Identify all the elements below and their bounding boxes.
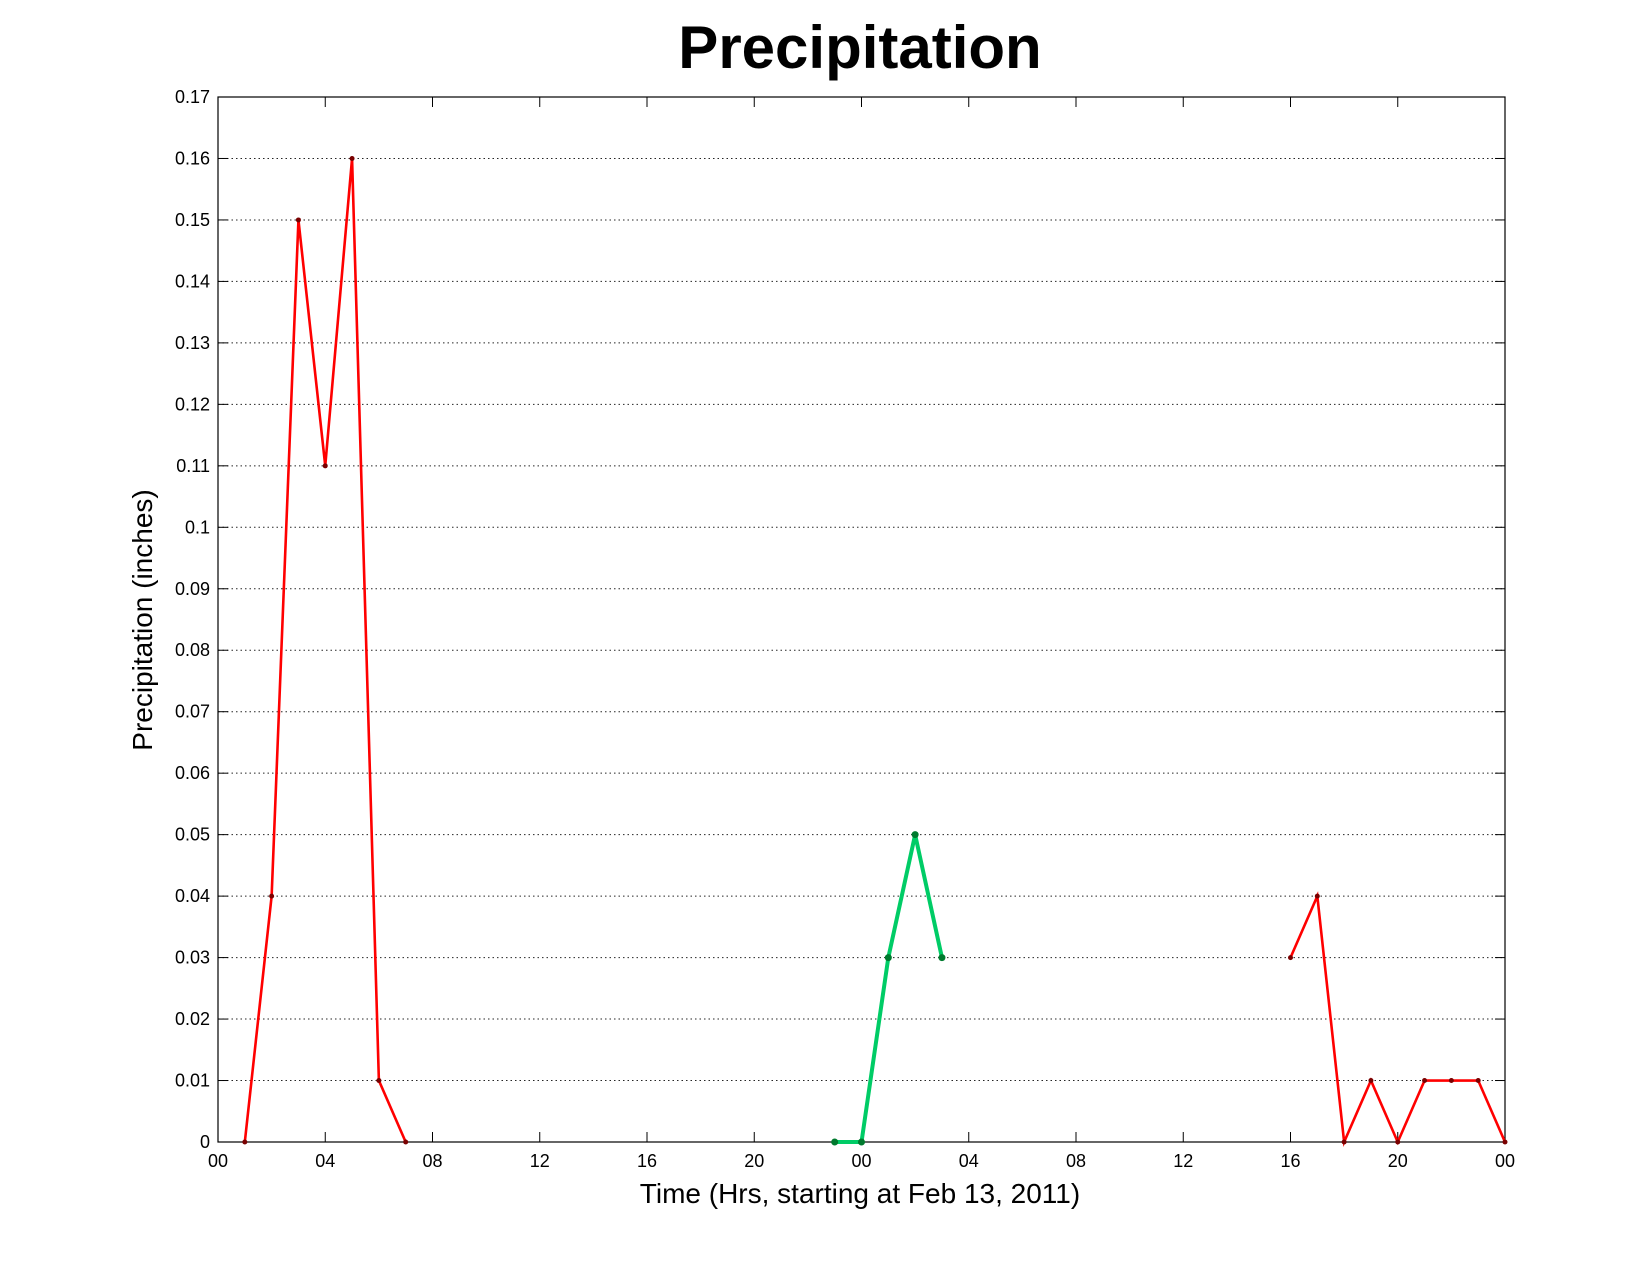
x-tick-label: 16 (637, 1151, 657, 1171)
y-tick-label: 0.08 (175, 640, 210, 660)
data-point (349, 155, 355, 161)
y-tick-label: 0.07 (175, 702, 210, 722)
x-tick-label: 20 (744, 1151, 764, 1171)
data-point (831, 1138, 839, 1146)
x-tick-label: 04 (959, 1151, 979, 1171)
grid-lines (218, 157, 1505, 1082)
data-point (1395, 1139, 1401, 1145)
data-point (242, 1139, 248, 1145)
y-tick-label: 0.12 (175, 394, 210, 414)
y-tick-label: 0.1 (185, 517, 210, 537)
plot-area (217, 96, 1506, 1143)
y-tick-label: 0.05 (175, 825, 210, 845)
data-point (938, 954, 946, 962)
data-point (1341, 1139, 1347, 1145)
axis-ticks: 0 0.01 0.02 0.03 0.04 0.05 0.06 0.07 0.08 0.09 0.1… (175, 87, 1515, 1171)
x-tick-label: 00 (208, 1151, 228, 1171)
data-point (1288, 955, 1293, 961)
y-tick-label: 0.16 (175, 148, 210, 168)
x-tick-label: 16 (1280, 1151, 1300, 1171)
data-point (269, 893, 275, 899)
x-tick-label: 20 (1388, 1151, 1408, 1171)
y-tick-label: 0 (200, 1132, 210, 1152)
series-line-2 (834, 834, 944, 1144)
y-tick-label: 0.06 (175, 763, 210, 783)
x-tick-label: 08 (422, 1151, 442, 1171)
data-point (295, 217, 301, 223)
data-point (322, 463, 328, 469)
y-tick-label: 0.13 (175, 333, 210, 353)
data-point (911, 831, 919, 839)
x-tick-label: 12 (1173, 1151, 1193, 1171)
x-tick-label: 04 (315, 1151, 335, 1171)
x-tick-label: 00 (1495, 1151, 1515, 1171)
y-tick-label: 0.04 (175, 886, 210, 906)
y-tick-label: 0.03 (175, 948, 210, 968)
y-tick-label: 0.17 (175, 87, 210, 107)
data-point (403, 1139, 409, 1145)
data-point (884, 954, 892, 962)
y-tick-label: 0.02 (175, 1009, 210, 1029)
y-axis-label: Precipitation (inches) (127, 489, 158, 750)
chart-title: Precipitation (678, 14, 1041, 81)
data-series (242, 155, 1508, 1147)
x-axis-label: Time (Hrs, starting at Feb 13, 2011) (640, 1178, 1080, 1209)
data-point (1502, 1139, 1508, 1145)
data-point (1448, 1078, 1454, 1084)
data-point (1475, 1078, 1481, 1084)
data-point (858, 1138, 865, 1146)
y-tick-label: 0.14 (175, 271, 210, 291)
x-tick-label: 12 (530, 1151, 550, 1171)
x-tick-label: 08 (1066, 1151, 1086, 1171)
data-point (1314, 893, 1320, 899)
x-tick-label: 00 (851, 1151, 871, 1171)
y-tick-label: 0.11 (176, 456, 210, 476)
data-point (1422, 1078, 1428, 1084)
data-point (376, 1078, 382, 1084)
y-tick-label: 0.15 (175, 210, 210, 230)
data-point (1368, 1078, 1374, 1084)
y-tick-label: 0.09 (175, 579, 210, 599)
y-tick-label: 0.01 (175, 1071, 210, 1091)
